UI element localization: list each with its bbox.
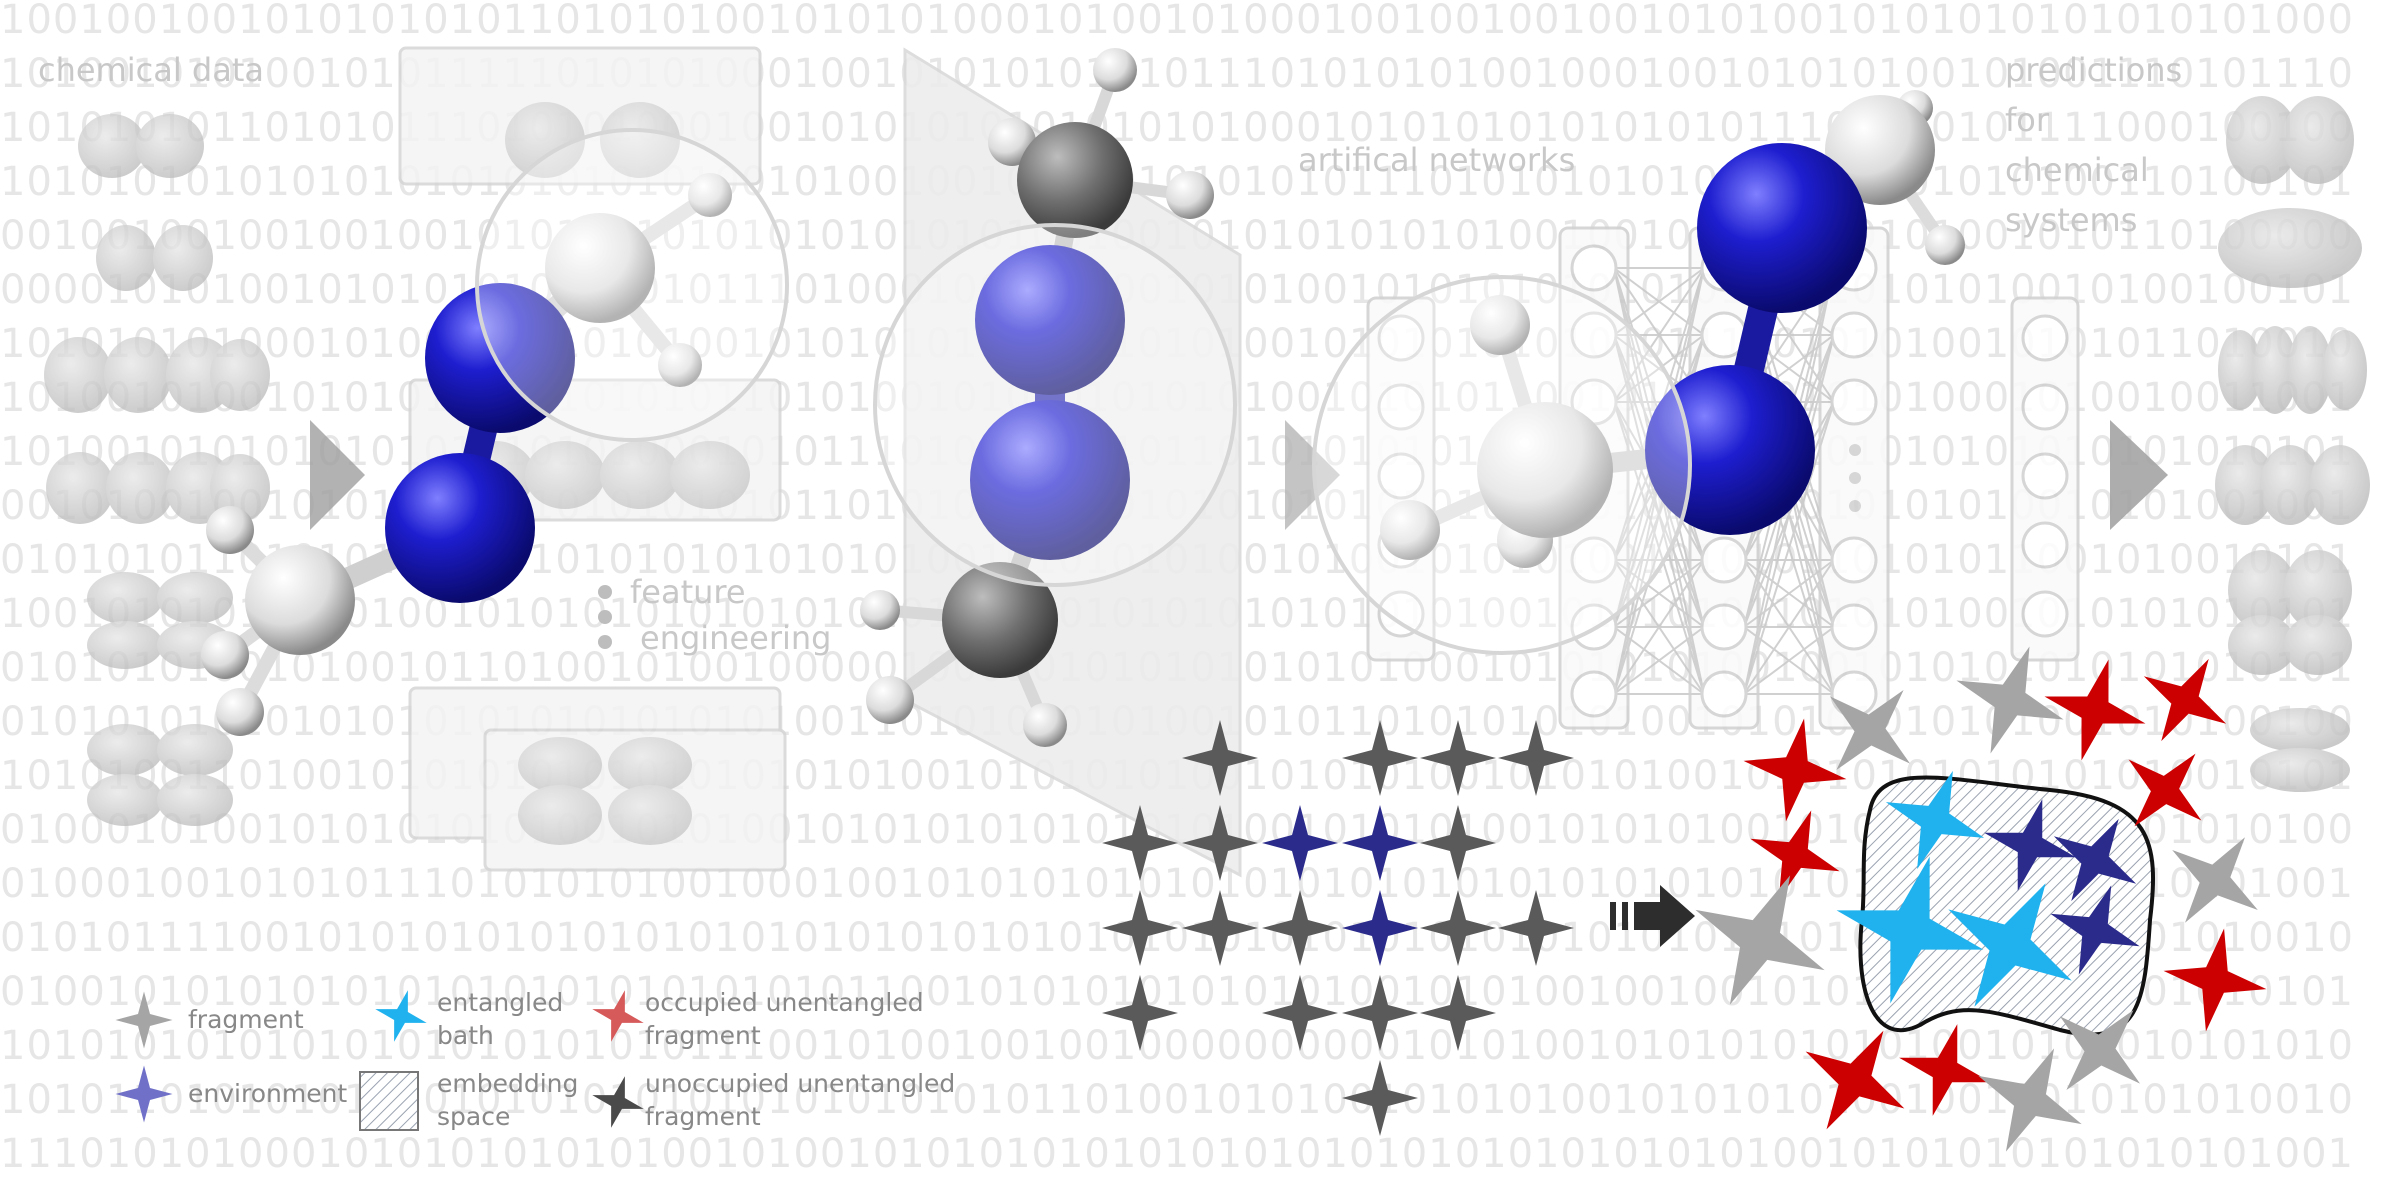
- fragment-star: [1102, 890, 1178, 966]
- fragment-star: [1262, 890, 1338, 966]
- orbital-icon: [87, 724, 233, 826]
- orbital-icon: [87, 572, 233, 669]
- fragment-star: [1420, 890, 1496, 966]
- selection-circle: [475, 128, 789, 442]
- fragment-star: [1102, 975, 1178, 1051]
- network-node: [1377, 452, 1425, 500]
- legend-unoccupied-label: unoccupied unentangled: [645, 1069, 956, 1098]
- feature-box-orbitals: [455, 102, 750, 845]
- binary-row: 1110101010001010101010101001010010101010…: [0, 1132, 2354, 1176]
- embedding-cluster: [1665, 626, 2288, 1176]
- label-artificial-networks: artifical networks: [1298, 141, 1576, 179]
- fragment-star: [1342, 720, 1418, 796]
- network-node: [1570, 311, 1618, 359]
- fragment-star: [1342, 1060, 1418, 1136]
- legend-fragment-label: fragment: [188, 1005, 304, 1034]
- network-node: [2021, 590, 2069, 638]
- label-systems: systems: [2005, 201, 2138, 239]
- network-node: [1377, 590, 1425, 638]
- network-node: [2021, 452, 2069, 500]
- orbital-icon: [96, 225, 213, 291]
- binary-row: 1010101010101010101010101011100101001001…: [0, 1024, 2354, 1068]
- label-feature: feature: [630, 573, 746, 611]
- cluster-fragment: [2154, 919, 2276, 1041]
- fragment-star: [1342, 975, 1418, 1051]
- environment-fragment: [1342, 890, 1418, 966]
- network-node: [2021, 314, 2069, 362]
- label-for: for: [2005, 101, 2049, 139]
- entangled-bath-legend-icon: [368, 983, 434, 1049]
- legend-space-label: space: [437, 1102, 511, 1131]
- fragment-star: [1420, 975, 1496, 1051]
- orbital-icon: [2250, 708, 2350, 792]
- fragment-star: [1262, 975, 1338, 1051]
- cluster-fragment: [2031, 646, 2159, 774]
- binary-row: 1010010101001010111110101010001001010101…: [0, 52, 2354, 96]
- network-node: [1570, 670, 1618, 718]
- network-node: [1700, 603, 1748, 651]
- orbital-icon: [2218, 326, 2367, 414]
- orbital-icon: [2226, 96, 2354, 184]
- cluster-fragment: [1665, 845, 1855, 1035]
- cluster-fragment: [1734, 794, 1856, 916]
- orbital-column-left: [44, 114, 270, 826]
- orbital-icon: [46, 452, 270, 524]
- environment-fragment: [1342, 805, 1418, 881]
- legend-environment-label: environment: [188, 1079, 348, 1108]
- network-node: [1700, 670, 1748, 718]
- legend-occupied-label: occupied unentangled: [645, 988, 924, 1017]
- fragment-star: [1498, 720, 1574, 796]
- fragment-star: [1182, 890, 1258, 966]
- molecule-icon: [860, 48, 1214, 747]
- orbital-icon: [2228, 550, 2352, 675]
- orbital-column-right: [2215, 96, 2370, 792]
- embedding-space-legend-icon: [359, 1071, 419, 1131]
- fragment-star: [1498, 890, 1574, 966]
- arrow-right-icon: [2110, 420, 2168, 530]
- bold-arrow-right-icon: [1610, 885, 1695, 947]
- orbital-icon: [2215, 445, 2370, 525]
- binary-row: 1010101011010101110101010001001010101010…: [0, 106, 2354, 150]
- fragment-star: [1420, 805, 1496, 881]
- legend-entangled-label: entangled: [437, 988, 564, 1017]
- label-chemical-data: chemical data: [38, 51, 264, 89]
- selection-circle: [873, 223, 1237, 587]
- label-chemical: chemical: [2005, 151, 2149, 189]
- molecule-icon: [201, 173, 732, 736]
- cluster-fragment: [2142, 807, 2288, 953]
- orbital-icon: [44, 337, 270, 413]
- ellipsis-dots: [598, 585, 612, 649]
- network-node: [1830, 603, 1878, 651]
- network-node: [1570, 244, 1618, 292]
- fragment-legend-icon: [115, 991, 173, 1049]
- selection-circle: [1312, 275, 1692, 655]
- orbital-icon: [2218, 208, 2362, 288]
- legend-bath-label: bath: [437, 1021, 494, 1050]
- network-node: [1377, 314, 1425, 362]
- network-node: [1377, 383, 1425, 431]
- environment-fragment: [1262, 805, 1338, 881]
- legend-unoccupied-fragment-label: fragment: [645, 1102, 761, 1131]
- network-node: [1830, 311, 1878, 359]
- network-node: [2021, 383, 2069, 431]
- network-node: [1570, 536, 1618, 584]
- binary-row: 1001001001010101010110101010010101010001…: [0, 0, 2354, 42]
- network-node: [2021, 521, 2069, 569]
- legend-occupied-fragment-label: fragment: [645, 1021, 761, 1050]
- arrow-right-icon: [310, 420, 365, 530]
- environment-legend-icon: [115, 1065, 173, 1123]
- occupied-legend-icon: [585, 983, 651, 1049]
- label-predictions: predictions: [2005, 51, 2183, 89]
- network-node: [1830, 378, 1878, 426]
- legend-embedding-label: embedding: [437, 1069, 579, 1098]
- unoccupied-legend-icon: [585, 1069, 651, 1135]
- label-engineering: engineering: [640, 619, 832, 657]
- fragment-star: [1420, 720, 1496, 796]
- legend: [115, 983, 651, 1135]
- network-node: [1830, 536, 1878, 584]
- orbital-icon: [78, 114, 204, 178]
- network-node: [1700, 536, 1748, 584]
